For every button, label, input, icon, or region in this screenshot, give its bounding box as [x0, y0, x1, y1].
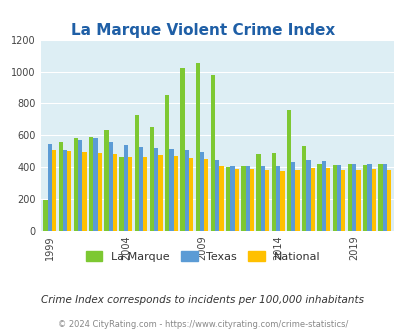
Bar: [43, 200, 47, 231]
Bar: [97, 153, 102, 231]
Bar: [119, 157, 124, 231]
Bar: [63, 150, 67, 231]
Bar: [386, 170, 390, 231]
Bar: [279, 171, 284, 231]
Text: La Marque Violent Crime Index: La Marque Violent Crime Index: [71, 23, 334, 38]
Bar: [351, 164, 356, 231]
Bar: [241, 166, 245, 231]
Bar: [260, 166, 264, 231]
Bar: [321, 161, 325, 231]
Bar: [108, 143, 113, 231]
Bar: [256, 154, 260, 231]
Bar: [325, 168, 329, 231]
Bar: [149, 127, 154, 231]
Bar: [89, 137, 93, 231]
Bar: [249, 169, 254, 231]
Bar: [128, 157, 132, 231]
Bar: [290, 162, 295, 231]
Bar: [264, 170, 269, 231]
Bar: [219, 166, 223, 231]
Bar: [195, 63, 199, 231]
Bar: [310, 168, 314, 231]
Bar: [340, 170, 345, 231]
Bar: [47, 144, 52, 231]
Text: © 2024 CityRating.com - https://www.cityrating.com/crime-statistics/: © 2024 CityRating.com - https://www.city…: [58, 320, 347, 329]
Bar: [215, 160, 219, 231]
Bar: [371, 169, 375, 231]
Bar: [234, 169, 238, 231]
Bar: [173, 156, 177, 231]
Bar: [317, 164, 321, 231]
Bar: [74, 139, 78, 231]
Bar: [139, 147, 143, 231]
Bar: [347, 164, 351, 231]
Bar: [230, 166, 234, 231]
Text: Crime Index corresponds to incidents per 100,000 inhabitants: Crime Index corresponds to incidents per…: [41, 295, 364, 305]
Bar: [286, 110, 290, 231]
Bar: [184, 150, 188, 231]
Bar: [143, 157, 147, 231]
Bar: [306, 160, 310, 231]
Bar: [165, 95, 169, 231]
Bar: [226, 167, 230, 231]
Bar: [199, 152, 204, 231]
Bar: [188, 158, 193, 231]
Bar: [356, 170, 360, 231]
Bar: [93, 139, 97, 231]
Bar: [245, 166, 249, 231]
Bar: [104, 130, 108, 231]
Bar: [158, 155, 162, 231]
Bar: [169, 149, 173, 231]
Bar: [275, 166, 279, 231]
Bar: [377, 164, 382, 231]
Bar: [113, 154, 117, 231]
Legend: La Marque, Texas, National: La Marque, Texas, National: [81, 247, 324, 267]
Bar: [271, 153, 275, 231]
Bar: [134, 115, 139, 231]
Bar: [67, 151, 71, 231]
Bar: [295, 170, 299, 231]
Bar: [367, 164, 371, 231]
Bar: [82, 152, 86, 231]
Bar: [154, 148, 158, 231]
Bar: [382, 164, 386, 231]
Bar: [332, 165, 336, 231]
Bar: [210, 76, 215, 231]
Bar: [124, 145, 128, 231]
Bar: [180, 68, 184, 231]
Bar: [362, 165, 367, 231]
Bar: [78, 140, 82, 231]
Bar: [52, 150, 56, 231]
Bar: [204, 159, 208, 231]
Bar: [58, 142, 63, 231]
Bar: [336, 165, 340, 231]
Bar: [301, 146, 306, 231]
